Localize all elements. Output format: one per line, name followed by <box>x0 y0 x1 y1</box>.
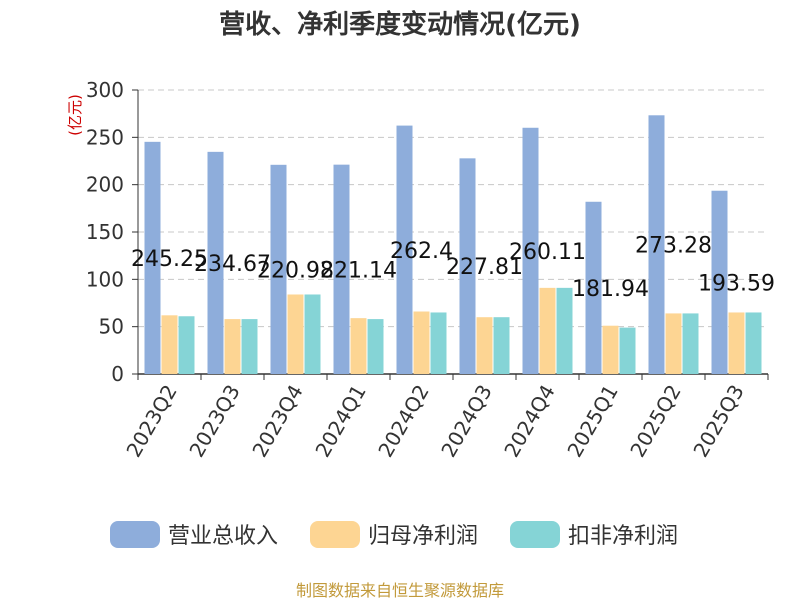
bar <box>619 327 636 374</box>
legend-swatch <box>510 521 560 548</box>
y-tick-label: 150 <box>86 220 124 244</box>
bar <box>728 312 745 374</box>
bar <box>539 287 556 374</box>
y-tick-label: 200 <box>86 173 124 197</box>
data-label: 245.25 <box>131 247 208 272</box>
bar <box>396 125 413 374</box>
x-tick-label: 2024Q3 <box>436 381 496 462</box>
legend-swatch <box>110 521 160 548</box>
bar <box>648 115 665 375</box>
legend-label: 扣非净利润 <box>568 524 678 549</box>
bar <box>224 319 241 374</box>
bar <box>665 313 682 374</box>
x-tick-label: 2023Q3 <box>184 381 244 462</box>
bar <box>493 317 510 374</box>
data-label: 234.67 <box>194 252 271 277</box>
y-axis: 0 50 100 150 200 250 300 <box>86 78 139 386</box>
data-label: 193.59 <box>698 271 775 296</box>
data-label: 273.28 <box>635 234 712 259</box>
bar <box>241 319 258 374</box>
y-tick-label: 250 <box>86 125 124 149</box>
legend-label: 营业总收入 <box>168 524 278 549</box>
legend-label: 归母净利润 <box>368 524 478 549</box>
x-tick-label: 2024Q4 <box>499 381 559 462</box>
x-tick-label: 2025Q3 <box>688 381 748 462</box>
bar <box>430 312 447 374</box>
y-axis-label: (亿元) <box>66 94 84 136</box>
bar <box>161 315 178 374</box>
bar <box>711 190 728 374</box>
bar <box>144 141 161 374</box>
bar <box>476 317 493 374</box>
bar <box>287 294 304 374</box>
y-tick-label: 50 <box>99 315 124 339</box>
data-label: 221.14 <box>320 258 397 283</box>
x-tick-label: 2024Q2 <box>373 381 433 462</box>
bar <box>207 151 224 374</box>
bar <box>413 311 430 374</box>
bar <box>585 201 602 374</box>
y-tick-label: 0 <box>111 362 124 386</box>
data-label: 260.11 <box>509 240 586 265</box>
bar <box>270 164 287 374</box>
bar <box>556 287 573 374</box>
y-tick-label: 300 <box>86 78 124 102</box>
x-tick-label: 2023Q2 <box>121 381 181 462</box>
chart-title: 营收、净利季度变动情况(亿元) <box>219 9 581 40</box>
bar <box>682 313 699 374</box>
bar <box>350 318 367 374</box>
bar <box>522 127 539 374</box>
data-label: 220.98 <box>257 258 334 283</box>
bar <box>459 158 476 374</box>
data-label: 262.4 <box>390 239 453 264</box>
data-labels: 245.25234.67220.98221.14262.4227.81260.1… <box>131 234 775 302</box>
bar <box>333 164 350 374</box>
legend: 营业总收入 归母净利润 扣非净利润 <box>110 521 678 549</box>
x-axis: 2023Q2 2023Q3 2023Q4 2024Q1 2024Q2 2024Q3 2024… <box>121 373 769 462</box>
bar <box>602 325 619 374</box>
bar <box>178 316 195 374</box>
x-tick-label: 2023Q4 <box>247 381 307 462</box>
y-tick-label: 100 <box>86 267 124 291</box>
bar <box>745 312 762 374</box>
bar <box>367 319 384 374</box>
legend-swatch <box>310 521 360 548</box>
source-note: 制图数据来自恒生聚源数据库 <box>296 581 504 600</box>
x-tick-label: 2025Q2 <box>625 381 685 462</box>
data-label: 181.94 <box>572 277 649 302</box>
bar <box>304 294 321 374</box>
bars <box>144 115 762 375</box>
data-label: 227.81 <box>446 255 523 280</box>
grid <box>138 89 768 328</box>
x-tick-label: 2024Q1 <box>310 381 370 462</box>
x-tick-label: 2025Q1 <box>562 381 622 462</box>
